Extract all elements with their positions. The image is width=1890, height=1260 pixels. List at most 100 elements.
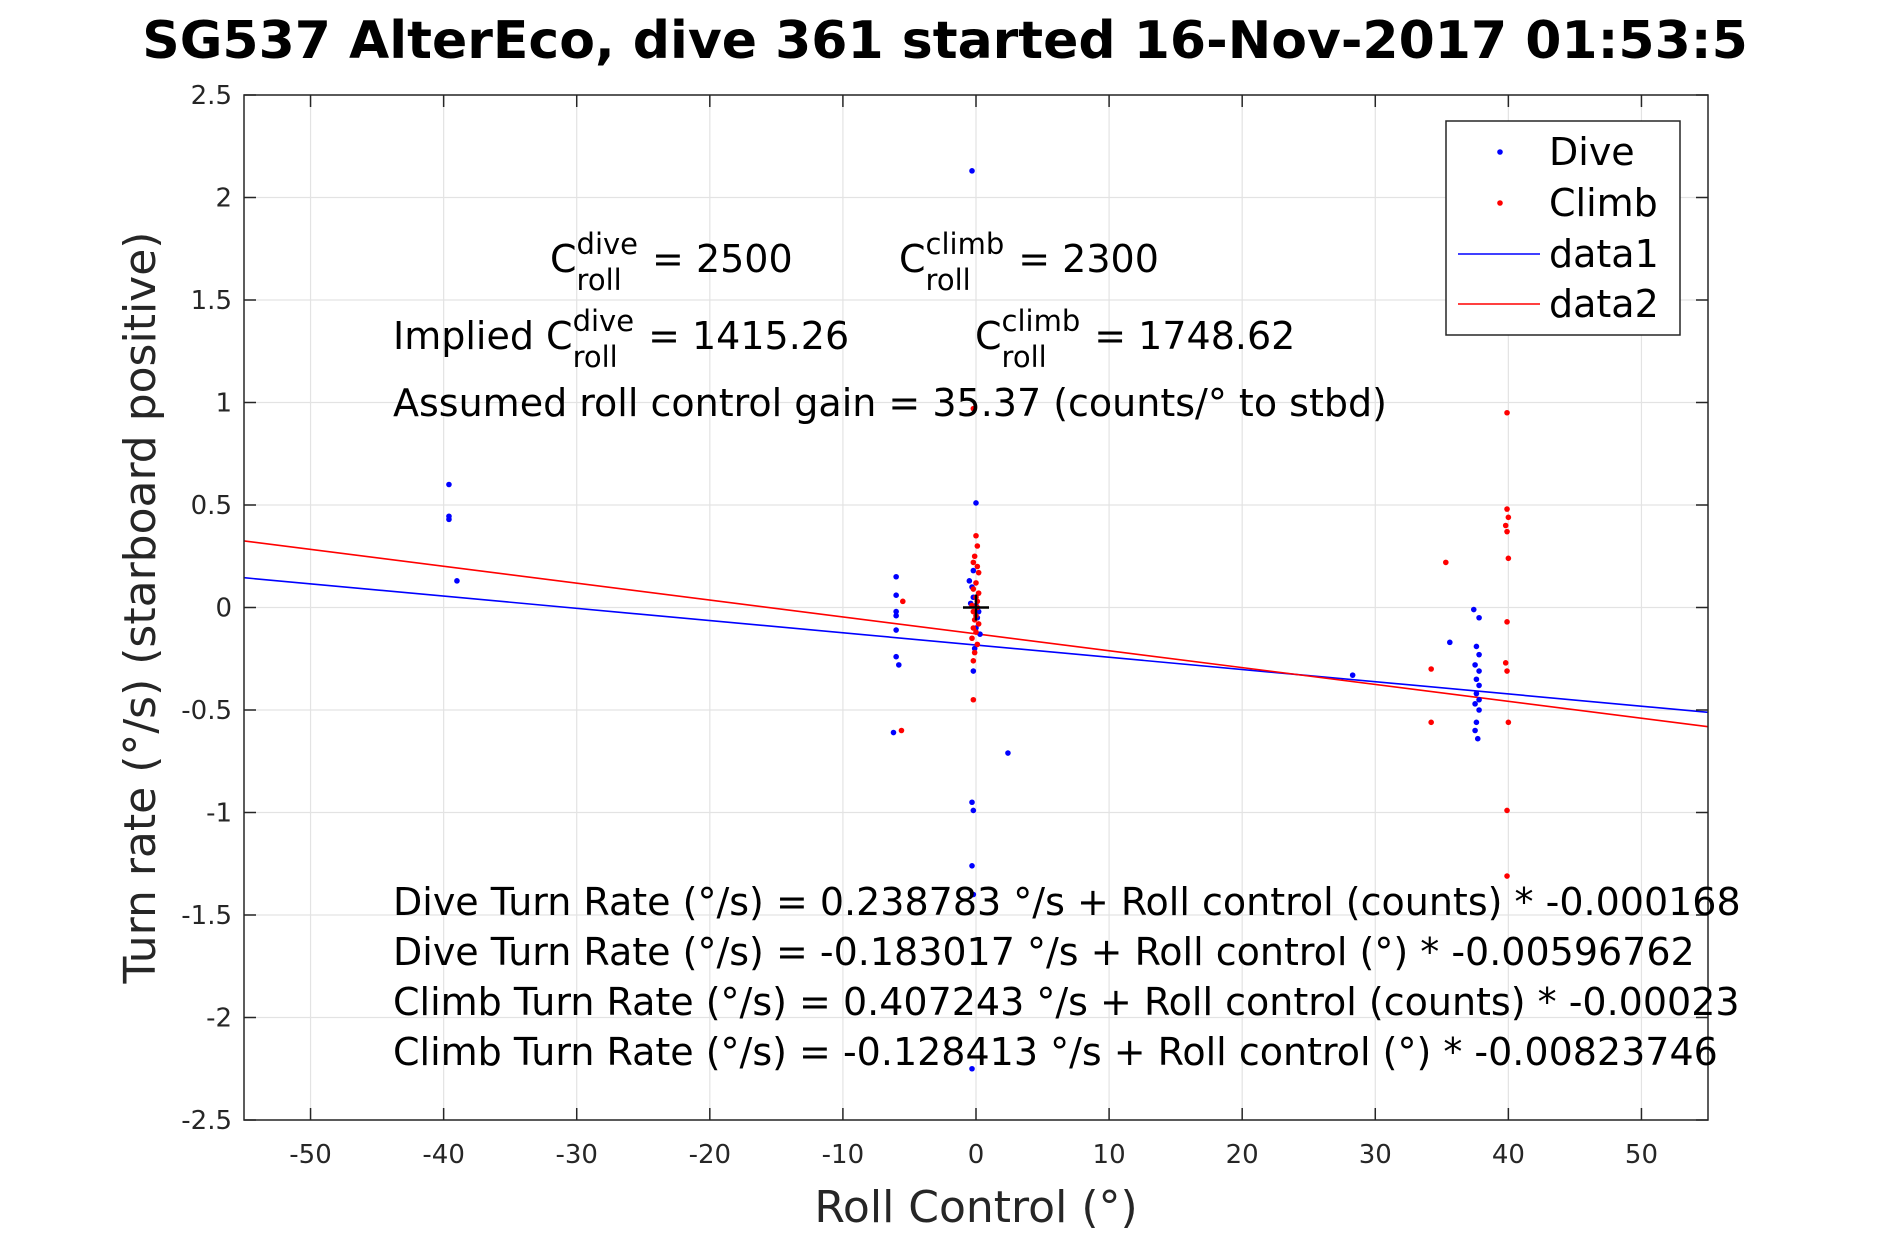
climb-point [975, 569, 982, 576]
climb-point [970, 586, 977, 592]
dive-point [973, 500, 979, 506]
y-tick-label: -2.5 [181, 1106, 232, 1136]
c-roll-dive-sup: dive [577, 227, 638, 261]
climb-point [971, 553, 978, 560]
x-axis-label: Roll Control (°) [814, 1182, 1137, 1233]
x-tick-label: 30 [1359, 1140, 1392, 1170]
y-tick-label: -2 [206, 1004, 232, 1034]
dive-point [1472, 701, 1478, 707]
axis-ticks: -50 -40 -30 -20 -10 0 10 20 30 40 50 2.5 2 1.5 1 0.5 0 -0… [181, 81, 1708, 1170]
c-roll-climb-sub: roll [926, 263, 971, 297]
climb-point [1504, 668, 1510, 674]
y-tick-label: 2.5 [191, 81, 232, 111]
data-points [446, 168, 1512, 1072]
dive-point [970, 807, 977, 814]
climb-point [898, 727, 905, 734]
climb-point [970, 625, 977, 631]
climb-point [1504, 506, 1510, 512]
climb-point [974, 641, 981, 648]
c-roll-climb: C [899, 237, 926, 281]
legend: Dive Climb data1 data2 [1445, 120, 1681, 336]
implied-c-roll-dive-value: = 1415.26 [648, 314, 849, 358]
legend-marker-dive [1497, 149, 1503, 155]
implied-c-roll-dive-sup: dive [573, 304, 634, 338]
fit-equation-text: Climb Turn Rate (°/s) = 0.407243 °/s + R… [393, 980, 1740, 1024]
x-tick-label: 20 [1226, 1140, 1259, 1170]
climb-point [1443, 559, 1449, 566]
implied-c-roll-climb-value: = 1748.62 [1094, 314, 1295, 358]
dive-point [1476, 707, 1482, 713]
climb-point [1504, 619, 1510, 625]
dive-point [1476, 651, 1482, 658]
dive-point [1476, 614, 1482, 621]
climb-point [1505, 719, 1512, 726]
implied-c-roll-climb-sup: climb [1002, 304, 1081, 338]
y-tick-label: 0.5 [191, 491, 232, 521]
x-tick-label: -50 [289, 1140, 331, 1170]
dive-point [1476, 668, 1482, 674]
dive-point [969, 863, 975, 869]
climb-point [971, 649, 978, 656]
climb-point [974, 563, 981, 570]
y-tick-label: 1 [215, 389, 232, 419]
dive-point [1476, 682, 1482, 689]
y-tick-label: 1.5 [191, 286, 232, 316]
climb-point [970, 405, 977, 412]
dive-point [1005, 750, 1011, 756]
y-tick-label: -0.5 [181, 696, 232, 726]
climb-point [1505, 514, 1512, 521]
dive-point [1349, 672, 1356, 678]
dive-point [1473, 676, 1480, 683]
y-axis-label: Turn rate (°/s) (starboard positive) [115, 232, 166, 985]
x-tick-label: -40 [422, 1140, 464, 1170]
implied-c-roll-dive: Implied C [393, 314, 573, 358]
x-tick-label: 40 [1492, 1140, 1525, 1170]
fit-equation-text: Climb Turn Rate (°/s) = -0.128413 °/s + … [393, 1030, 1718, 1074]
dive-point [969, 799, 975, 806]
c-roll-dive-sub: roll [577, 263, 622, 297]
dive-point [1476, 696, 1482, 703]
climb-point [1428, 666, 1434, 672]
dive-point [1470, 606, 1477, 613]
c-roll-climb-sup: climb [926, 227, 1005, 261]
dive-point [966, 578, 973, 584]
dive-point [893, 573, 899, 580]
x-tick-label: 50 [1625, 1140, 1658, 1170]
legend-label: data2 [1549, 282, 1659, 326]
dive-point [970, 891, 977, 898]
climb-point [975, 621, 982, 627]
dive-point [1473, 690, 1480, 697]
climb-point [973, 629, 979, 635]
dive-point [454, 578, 460, 584]
implied-c-roll-climb: C [975, 314, 1002, 358]
dive-point [893, 608, 899, 615]
y-tick-label: -1 [206, 799, 232, 829]
climb-point [970, 559, 977, 566]
c-roll-climb-value: = 2300 [1018, 237, 1159, 281]
y-tick-label: 0 [215, 594, 232, 624]
dive-point [1473, 719, 1480, 726]
legend-label: Climb [1549, 181, 1658, 225]
roll-gain-text: Assumed roll control gain = 35.37 (count… [393, 381, 1387, 425]
dive-point [969, 168, 975, 174]
legend-box [1445, 120, 1681, 336]
dive-point [971, 645, 978, 652]
climb-point [975, 590, 982, 596]
c-roll-dive: C [550, 237, 577, 281]
dive-point [446, 516, 452, 523]
dive-point [893, 592, 899, 598]
climb-point [970, 608, 977, 615]
dive-point [970, 668, 977, 674]
climb-point [970, 696, 977, 703]
climb-point [1505, 555, 1512, 562]
x-tick-label: -10 [822, 1140, 864, 1170]
c-roll-dive-value: = 2500 [652, 237, 793, 281]
dive-point [893, 612, 899, 619]
dive-point [890, 729, 897, 736]
dive-point [1447, 639, 1453, 646]
chart-title: SG537 AlterEco, dive 361 started 16-Nov-… [142, 11, 1748, 71]
climb-point [1504, 873, 1510, 879]
implied-c-roll-climb-sub: roll [1002, 340, 1047, 374]
